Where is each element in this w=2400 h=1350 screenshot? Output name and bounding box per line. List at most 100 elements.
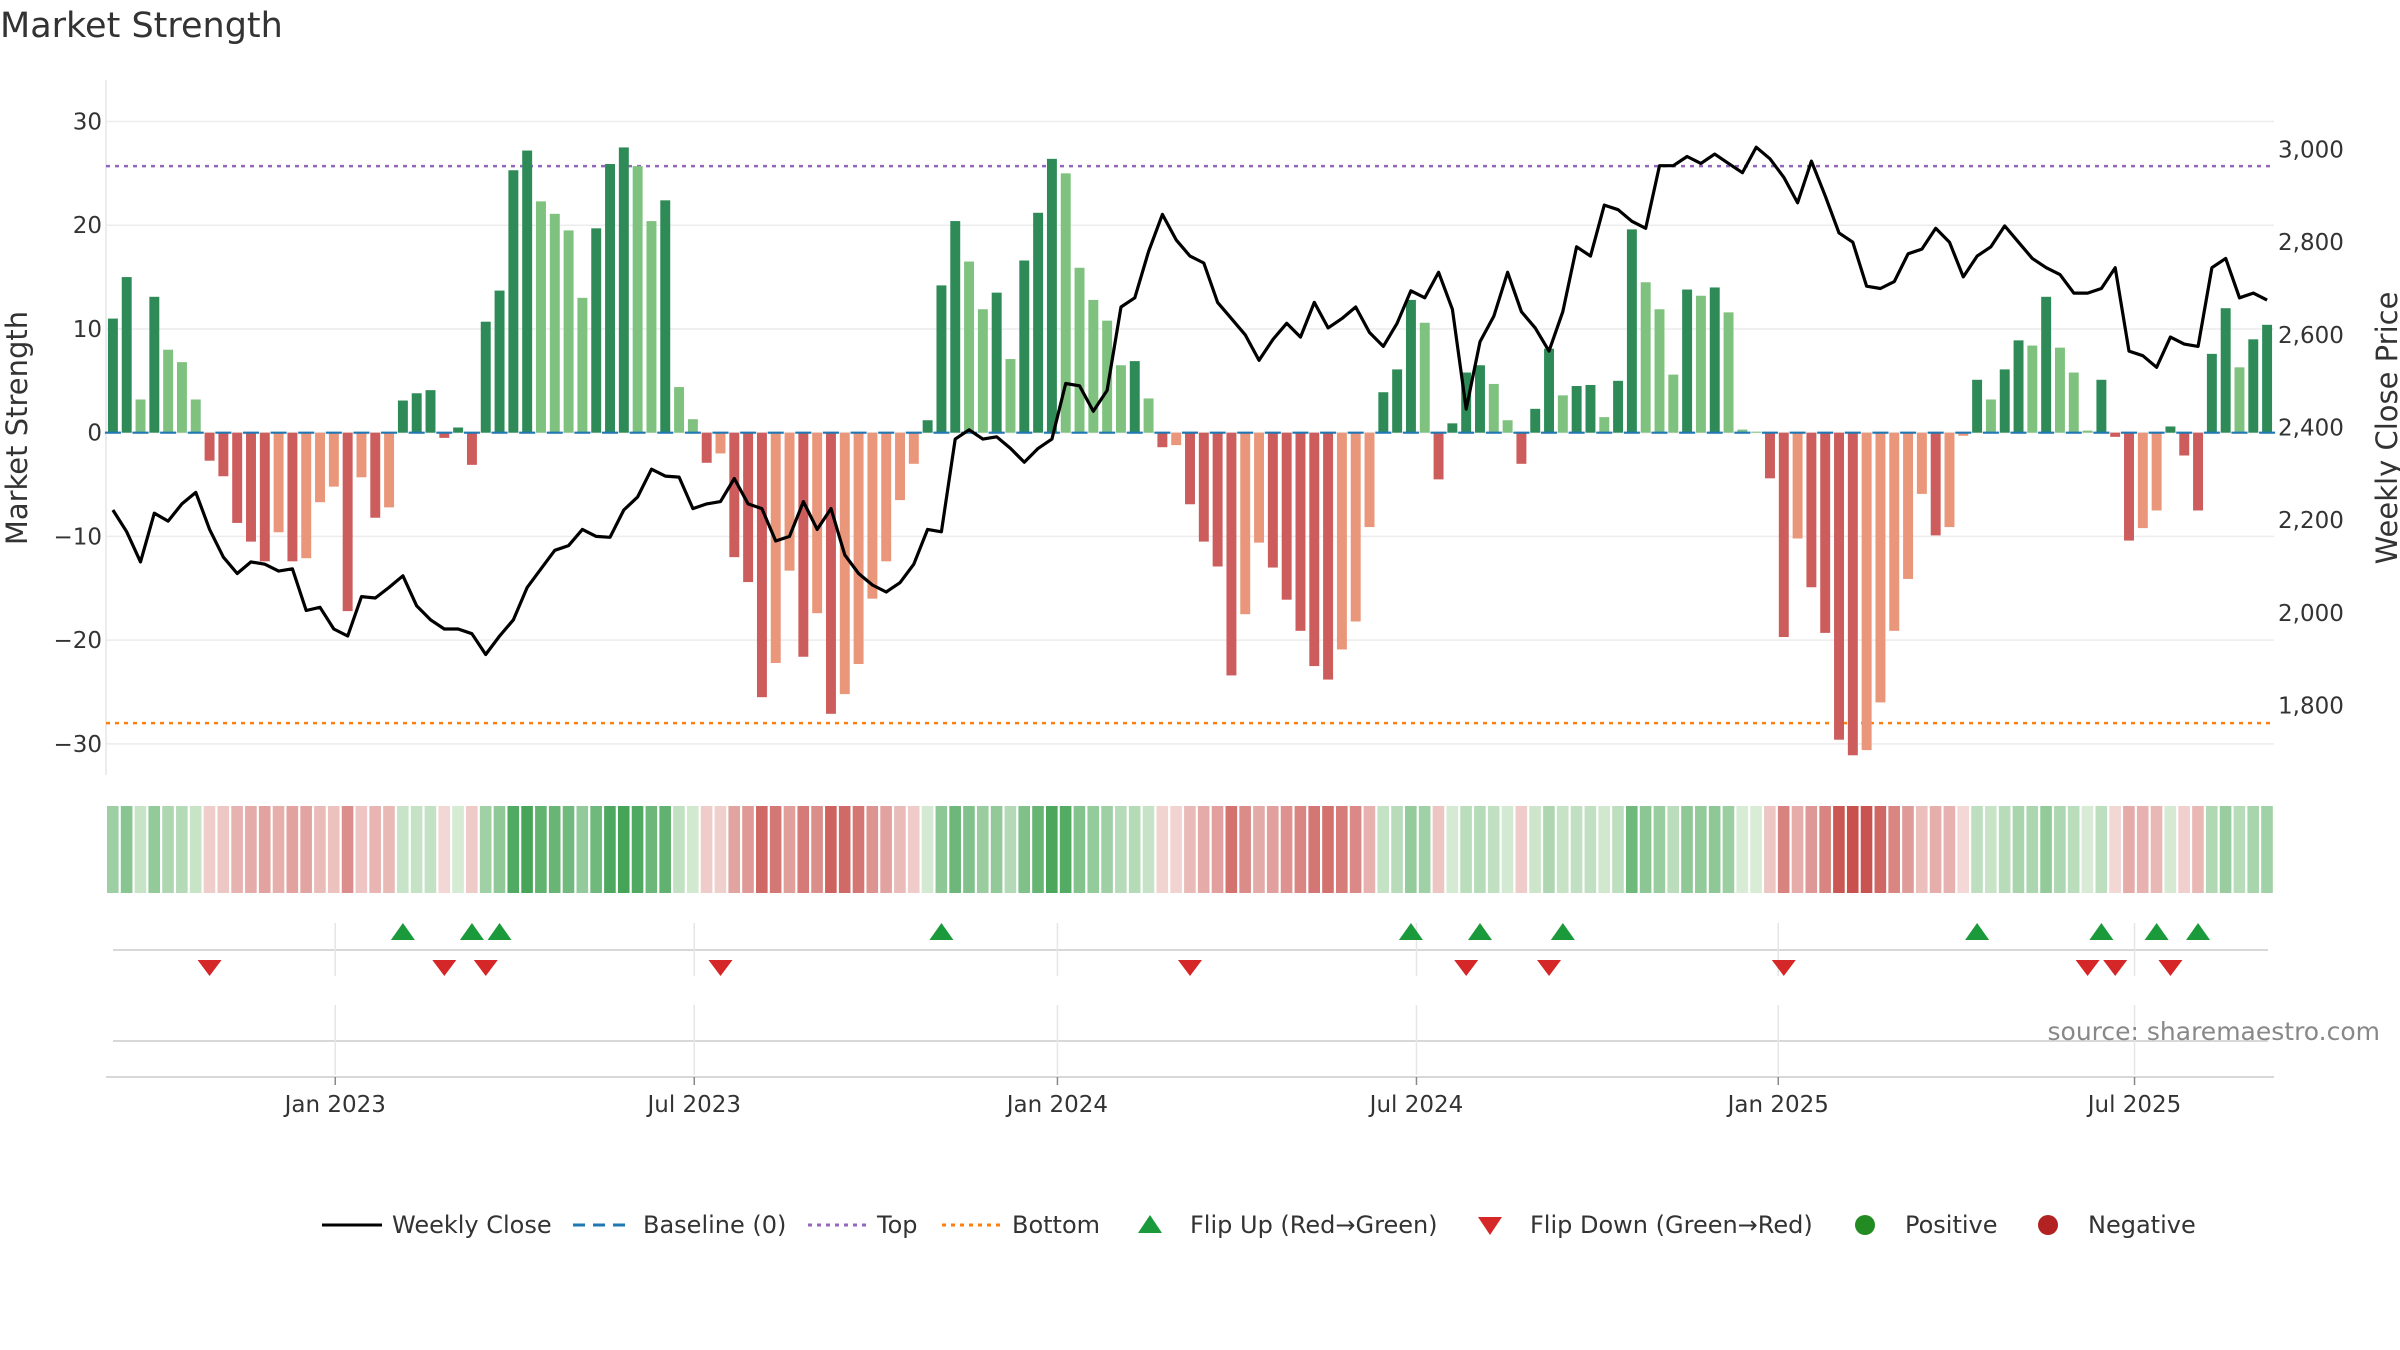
x-tick-label: Jul 2023 [645,1092,741,1118]
strength-bar [1695,295,1706,433]
heat-cell [1115,806,1127,893]
strength-bar [259,432,270,562]
heat-cell [1501,806,1514,893]
heat-cell [1073,806,1086,893]
heat-cell [2150,806,2163,893]
heat-cell [1543,806,1555,893]
heat-cell [686,806,699,893]
heat-cell [907,806,920,893]
strength-bar [522,150,533,433]
legend-swatch [2038,1215,2058,1235]
strength-bar [1613,380,1624,433]
x-tick-label: Jan 2024 [1005,1092,1108,1118]
heat-cell [300,806,312,893]
strength-bar [1585,384,1596,433]
legend-label: Flip Down (Green→Red) [1530,1211,1813,1239]
flip-down-marker [432,960,457,976]
heat-cell [1750,806,1762,893]
strength-bar [950,221,961,433]
heat-cell [2136,806,2149,893]
heat-cell [935,806,948,893]
heat-cell [258,806,271,893]
y2-tick-label: 2,400 [2278,416,2344,442]
heat-cell [811,806,823,893]
strength-bar [1571,386,1582,433]
strength-bar [660,200,671,433]
flip-up-marker [390,923,415,940]
heat-cell [1791,806,1804,893]
flip-up-marker [2144,923,2169,940]
strength-bar [1281,432,1292,600]
heat-cell [1032,806,1044,893]
strength-bar [1157,432,1168,448]
heat-cell [590,806,602,893]
x-tick-label: Jan 2023 [283,1092,386,1118]
strength-bar [1599,417,1610,433]
strength-bar [2124,432,2134,541]
strength-bar [508,170,519,433]
flip-down-marker [197,960,222,976]
strength-bar [1557,395,1568,433]
strength-bar [1323,432,1334,680]
heat-cell [341,806,354,893]
strength-bar [204,432,215,461]
heat-cell [548,806,561,893]
strength-bar [163,349,174,433]
strength-bar [687,419,698,433]
strength-bar [315,432,326,503]
heat-cell [479,806,492,893]
strength-bar [1847,432,1858,756]
heat-cell [189,806,202,893]
strength-bar [2096,379,2107,433]
heat-cell [949,806,961,893]
heat-cell [1128,806,1141,893]
strength-bar [1185,432,1195,505]
strength-bar [190,399,201,433]
strength-bar [1378,392,1389,433]
heat-cell [1695,806,1707,893]
heat-cell [148,806,161,893]
heat-cell [825,806,837,893]
strength-bar [1544,348,1555,433]
heat-cell [2081,806,2094,893]
strength-bar [1143,398,1154,433]
strength-bar [1115,365,1126,433]
heat-cell [852,806,865,893]
strength-bar [674,387,685,433]
heat-cell [1225,806,1238,893]
heat-cell [1184,806,1196,893]
strength-bar [2179,432,2190,456]
strength-bar [1792,432,1803,539]
strength-bar [1834,432,1844,740]
strength-bar [1254,432,1265,543]
y-tick-label: −10 [53,524,102,550]
strength-bar [991,292,1002,433]
strength-bar [1530,408,1541,433]
strength-bar [1778,432,1789,638]
strength-bar [246,432,256,542]
heat-cell [1170,806,1182,893]
heat-cell [2247,806,2259,893]
strength-bar [577,297,588,433]
strength-bar [1405,299,1416,433]
flip-down-marker [2158,960,2183,976]
strength-bar [287,432,298,562]
strength-bar [825,432,836,714]
heat-cell [1874,806,1887,893]
heat-cell [369,806,381,893]
heat-cell [1197,806,1210,893]
weekly-close-series [111,145,2268,657]
heat-cell [1322,806,1334,893]
flip-up-marker [2186,923,2211,940]
strength-bar [1626,229,1637,433]
strength-bar [466,432,477,465]
heat-cell [1156,806,1169,893]
heat-cell [1280,806,1293,893]
heat-cell [1046,806,1058,893]
heat-cell [894,806,906,893]
strength-bar [1267,432,1278,568]
heat-cell [631,806,644,893]
heat-cell [2067,806,2080,893]
heat-cell [1722,806,1735,893]
strength-bar [2165,426,2176,433]
